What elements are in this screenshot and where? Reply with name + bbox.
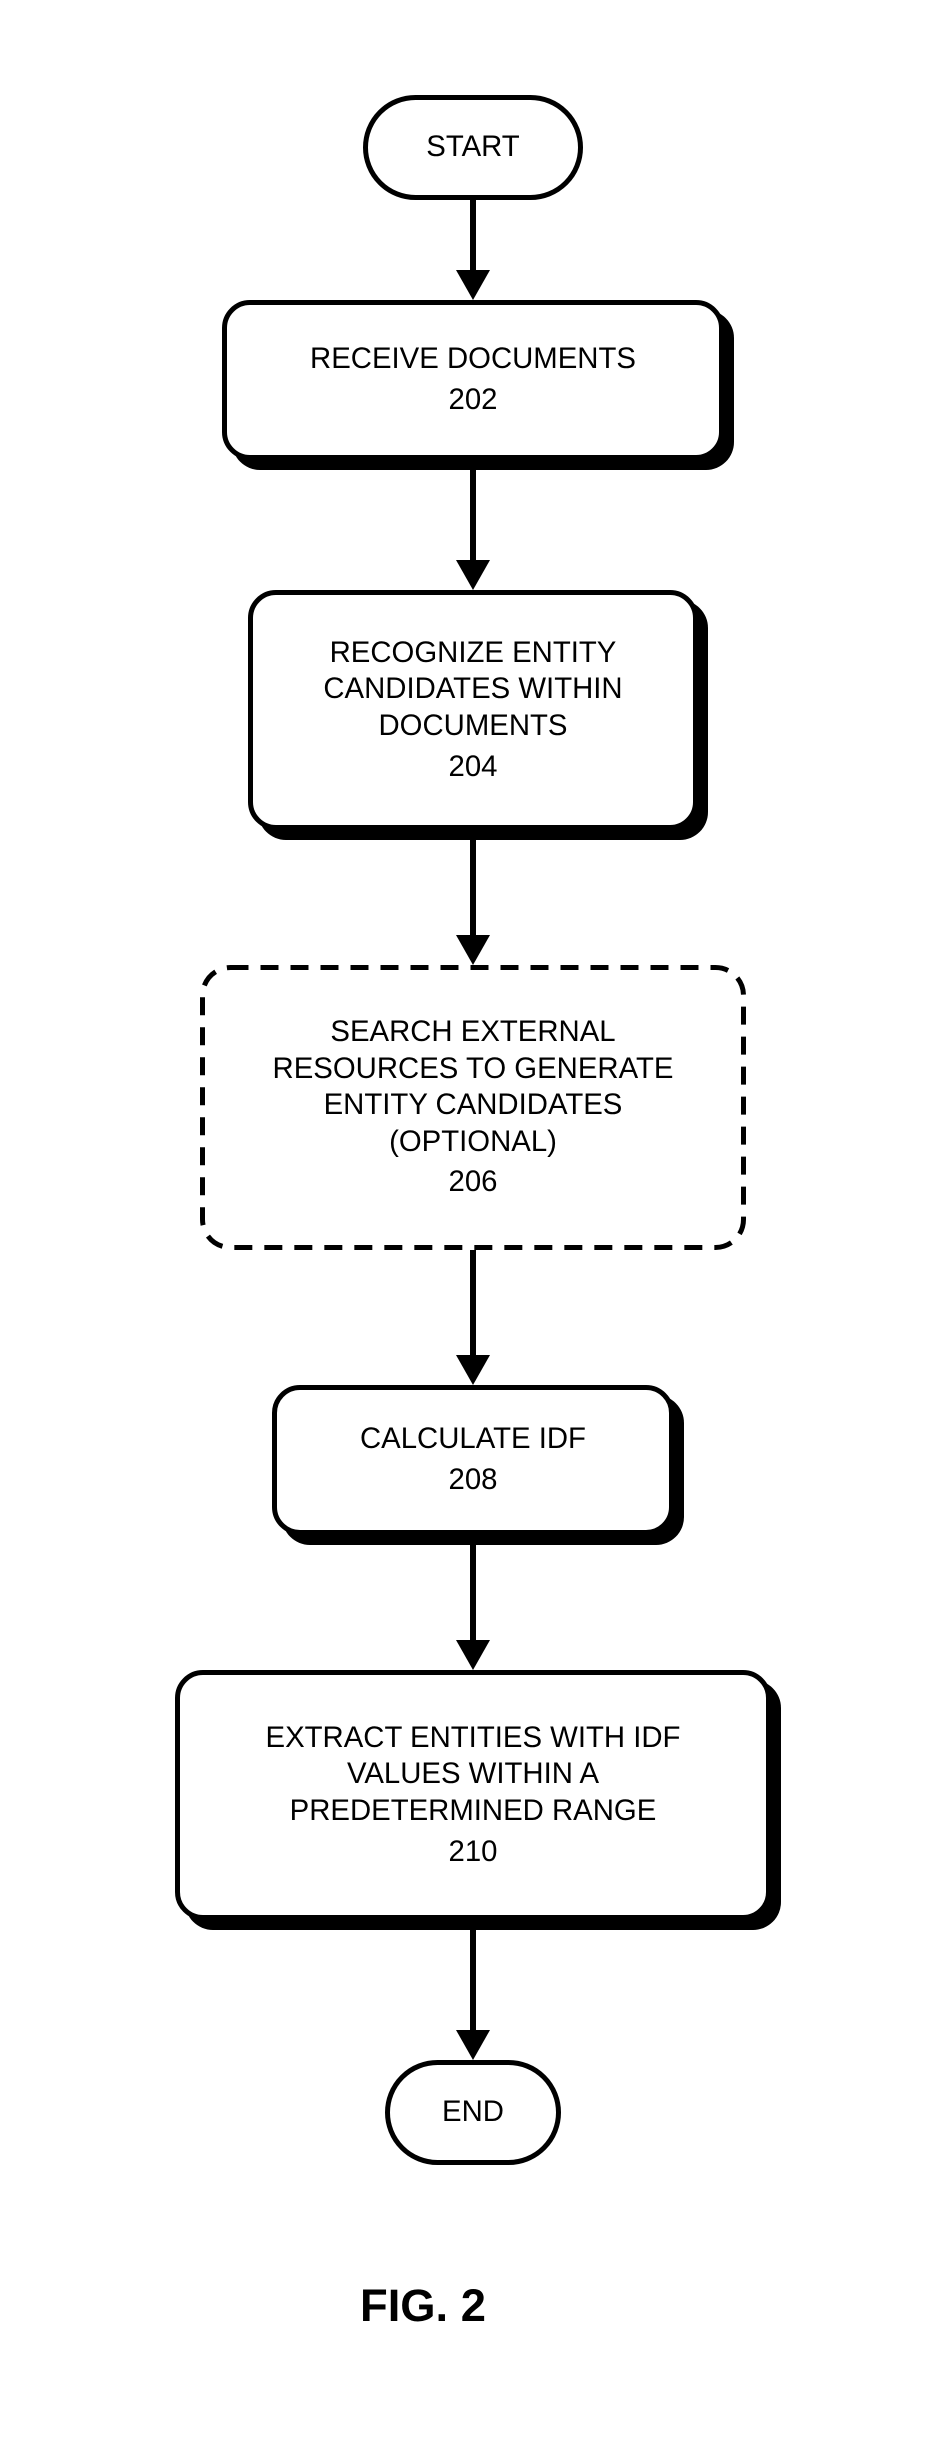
figure-caption: FIG. 2 bbox=[360, 2280, 486, 2332]
node-n204-label: RECOGNIZE ENTITY CANDIDATES WITHIN DOCUM… bbox=[309, 635, 636, 745]
node-end: END bbox=[385, 2060, 561, 2165]
edge-n206-n208-line bbox=[470, 1250, 476, 1357]
node-end-label: END bbox=[428, 2094, 518, 2131]
node-start-label: START bbox=[412, 129, 533, 166]
node-n210-number: 210 bbox=[449, 1834, 498, 1871]
node-n210: EXTRACT ENTITIES WITH IDF VALUES WITHIN … bbox=[175, 1670, 771, 1920]
node-n204-number: 204 bbox=[449, 749, 498, 786]
node-n208-label: CALCULATE IDF bbox=[346, 1421, 600, 1458]
edge-n202-n204-head bbox=[456, 560, 490, 590]
edge-n206-n208-head bbox=[456, 1355, 490, 1385]
edge-start-n202-line bbox=[470, 200, 476, 272]
edge-n204-n206-head bbox=[456, 935, 490, 965]
node-n208-number: 208 bbox=[449, 1462, 498, 1499]
node-n202: RECEIVE DOCUMENTS 202 bbox=[222, 300, 724, 460]
edge-n208-n210-line bbox=[470, 1545, 476, 1642]
node-n206-number: 206 bbox=[449, 1164, 498, 1201]
flowchart-canvas: START RECEIVE DOCUMENTS 202 RECOGNIZE ENTIT… bbox=[0, 0, 946, 2452]
node-start: START bbox=[363, 95, 583, 200]
edge-n210-end-line bbox=[470, 1930, 476, 2032]
node-n202-label: RECEIVE DOCUMENTS bbox=[296, 341, 650, 378]
edge-n204-n206-line bbox=[470, 840, 476, 937]
node-n210-label: EXTRACT ENTITIES WITH IDF VALUES WITHIN … bbox=[252, 1720, 695, 1830]
node-n204: RECOGNIZE ENTITY CANDIDATES WITHIN DOCUM… bbox=[248, 590, 698, 830]
edge-start-n202-head bbox=[456, 270, 490, 300]
edge-n208-n210-head bbox=[456, 1640, 490, 1670]
edge-n210-end-head bbox=[456, 2030, 490, 2060]
node-n206-label: SEARCH EXTERNAL RESOURCES TO GENERATE EN… bbox=[259, 1014, 688, 1161]
edge-n202-n204-line bbox=[470, 470, 476, 562]
node-n206: SEARCH EXTERNAL RESOURCES TO GENERATE EN… bbox=[200, 965, 746, 1250]
node-n202-number: 202 bbox=[449, 382, 498, 419]
node-n208: CALCULATE IDF 208 bbox=[272, 1385, 674, 1535]
